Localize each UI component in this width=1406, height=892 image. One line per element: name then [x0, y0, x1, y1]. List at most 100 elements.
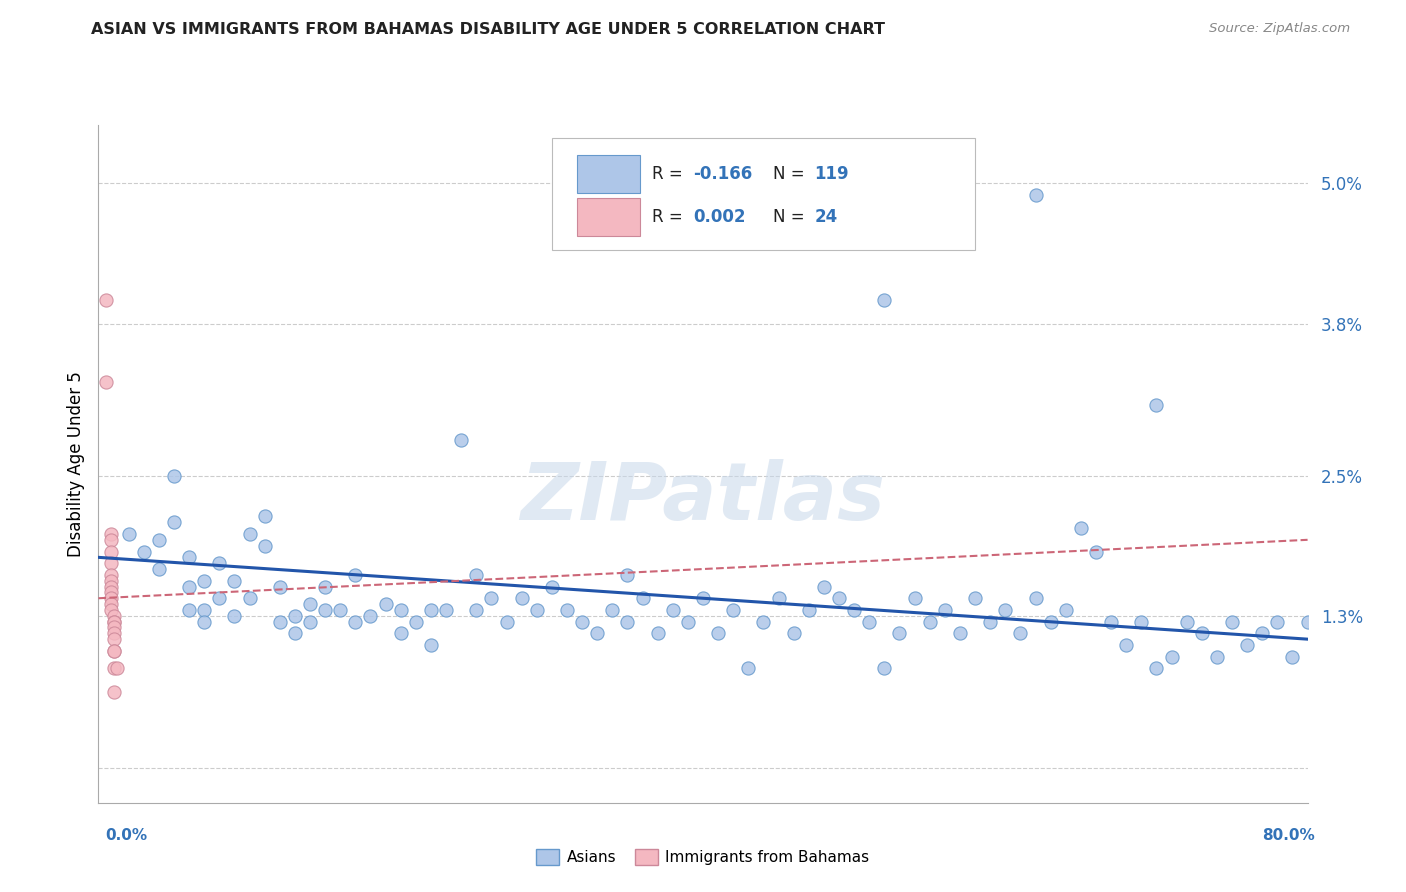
Point	[344, 615, 367, 629]
Text: 0.002: 0.002	[693, 208, 745, 226]
Point	[1296, 615, 1319, 629]
Point	[103, 620, 125, 634]
Point	[177, 603, 201, 617]
Point	[360, 608, 382, 623]
Point	[571, 615, 593, 629]
Point	[1070, 521, 1092, 535]
Point	[405, 615, 427, 629]
Point	[100, 533, 122, 547]
Point	[419, 638, 441, 652]
Text: Source: ZipAtlas.com: Source: ZipAtlas.com	[1209, 22, 1350, 36]
Point	[1024, 188, 1046, 202]
Point	[177, 580, 201, 594]
Point	[239, 527, 262, 541]
Point	[103, 685, 125, 699]
Point	[994, 603, 1017, 617]
Point	[828, 591, 851, 606]
Point	[782, 626, 804, 640]
Point	[100, 597, 122, 611]
Point	[299, 615, 322, 629]
Point	[284, 608, 307, 623]
Point	[555, 603, 578, 617]
Point	[873, 293, 896, 308]
Point	[148, 533, 170, 547]
Point	[889, 626, 911, 640]
Point	[1236, 638, 1258, 652]
Point	[100, 603, 122, 617]
Point	[918, 615, 941, 629]
Text: 80.0%: 80.0%	[1261, 828, 1315, 843]
Point	[1281, 649, 1303, 664]
Text: ASIAN VS IMMIGRANTS FROM BAHAMAS DISABILITY AGE UNDER 5 CORRELATION CHART: ASIAN VS IMMIGRANTS FROM BAHAMAS DISABIL…	[91, 22, 886, 37]
Point	[100, 574, 122, 588]
Point	[768, 591, 790, 606]
Point	[100, 556, 122, 570]
Point	[1085, 544, 1108, 558]
Point	[208, 556, 231, 570]
Point	[299, 597, 322, 611]
Point	[177, 550, 201, 565]
Point	[949, 626, 972, 640]
Point	[100, 585, 122, 599]
Point	[752, 615, 775, 629]
Point	[465, 603, 488, 617]
Point	[389, 626, 412, 640]
Point	[344, 567, 367, 582]
Point	[269, 615, 291, 629]
Point	[934, 603, 956, 617]
Point	[208, 591, 231, 606]
Y-axis label: Disability Age Under 5: Disability Age Under 5	[66, 371, 84, 557]
Point	[103, 615, 125, 629]
Point	[103, 608, 125, 623]
Point	[616, 615, 638, 629]
Point	[1160, 649, 1182, 664]
Point	[329, 603, 352, 617]
Point	[118, 527, 141, 541]
Point	[100, 580, 122, 594]
Point	[314, 580, 336, 594]
Point	[631, 591, 654, 606]
Point	[224, 608, 246, 623]
Point	[965, 591, 987, 606]
Point	[1039, 615, 1062, 629]
Legend: Asians, Immigrants from Bahamas: Asians, Immigrants from Bahamas	[529, 842, 877, 873]
Point	[1206, 649, 1229, 664]
Text: -0.166: -0.166	[693, 165, 752, 183]
Point	[510, 591, 533, 606]
Point	[707, 626, 730, 640]
FancyBboxPatch shape	[551, 138, 976, 251]
Point	[797, 603, 820, 617]
Point	[239, 591, 262, 606]
Point	[94, 375, 117, 389]
Point	[1220, 615, 1243, 629]
Point	[1010, 626, 1032, 640]
Point	[103, 644, 125, 658]
Point	[481, 591, 503, 606]
Point	[1191, 626, 1213, 640]
FancyBboxPatch shape	[578, 198, 640, 236]
Point	[132, 544, 155, 558]
Point	[721, 603, 744, 617]
Point	[616, 567, 638, 582]
Point	[465, 567, 488, 582]
Point	[979, 615, 1001, 629]
Point	[100, 591, 122, 606]
Point	[540, 580, 562, 594]
Text: ZIPatlas: ZIPatlas	[520, 458, 886, 537]
Point	[103, 632, 125, 647]
FancyBboxPatch shape	[578, 154, 640, 193]
Point	[661, 603, 683, 617]
Text: R =: R =	[652, 165, 688, 183]
Point	[94, 293, 117, 308]
Text: R =: R =	[652, 208, 688, 226]
Point	[1130, 615, 1153, 629]
Point	[314, 603, 336, 617]
Point	[103, 661, 125, 675]
Point	[1265, 615, 1288, 629]
Point	[193, 603, 215, 617]
Point	[1024, 591, 1046, 606]
Point	[1144, 661, 1167, 675]
Point	[602, 603, 624, 617]
Point	[100, 527, 122, 541]
Point	[873, 661, 896, 675]
